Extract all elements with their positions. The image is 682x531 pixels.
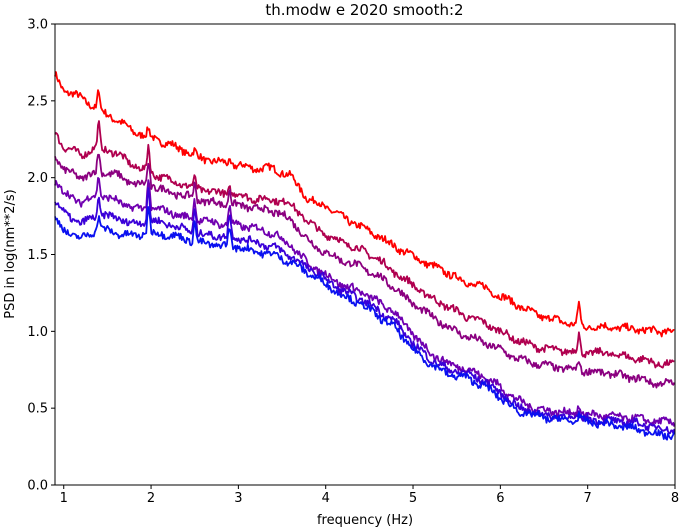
psd-series-line-6 <box>54 206 676 441</box>
x-tick-label: 3 <box>234 491 242 506</box>
y-axis: 0.0 0.5 1.0 1.5 2.0 2.5 3.0 <box>27 18 55 494</box>
x-axis-label: frequency (Hz) <box>317 513 413 528</box>
x-tick-label: 1 <box>60 491 68 506</box>
y-tick-label: 2.5 <box>27 94 48 109</box>
psd-series-line-2 <box>54 120 675 369</box>
y-tick-label: 2.0 <box>27 171 48 186</box>
psd-series-line-5 <box>54 186 676 435</box>
x-tick-label: 8 <box>671 491 679 506</box>
plot-area <box>54 71 676 441</box>
x-tick-label: 7 <box>584 491 592 506</box>
chart-title: th.modw e 2020 smooth:2 <box>265 1 463 19</box>
x-tick-label: 5 <box>409 491 417 506</box>
y-tick-label: 0.0 <box>27 479 48 494</box>
psd-series-line-4 <box>54 176 676 427</box>
x-axis: 1 2 3 4 5 6 7 8 <box>60 485 679 506</box>
psd-series-line-3 <box>54 153 676 389</box>
y-tick-label: 1.5 <box>27 248 48 263</box>
x-tick-label: 6 <box>496 491 504 506</box>
psd-series-line-1 <box>54 71 675 338</box>
y-axis-label: PSD in log(nm**2/s) <box>3 189 18 319</box>
x-tick-label: 2 <box>147 491 155 506</box>
x-tick-label: 4 <box>322 491 330 506</box>
y-tick-label: 1.0 <box>27 325 48 340</box>
y-tick-label: 0.5 <box>27 402 48 417</box>
y-tick-label: 3.0 <box>27 18 48 33</box>
